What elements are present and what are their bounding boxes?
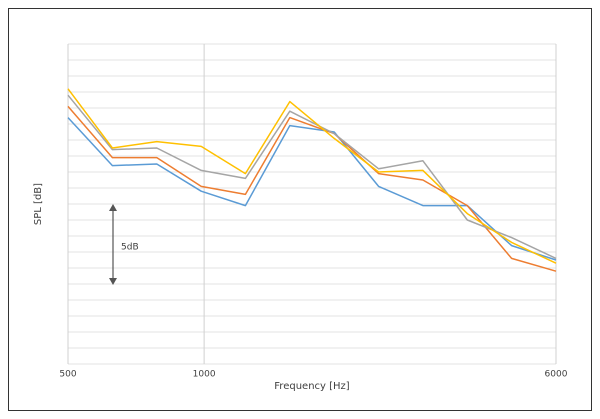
x-tick-label: 1000 <box>193 370 216 380</box>
series-line <box>67 117 557 261</box>
x-tick-label: 6000 <box>545 370 568 380</box>
series-line <box>67 105 557 272</box>
y-axis-title: SPL [dB] <box>33 183 44 225</box>
x-axis-title: Frequency [Hz] <box>274 381 350 392</box>
grid <box>67 43 557 365</box>
series-line <box>67 88 557 264</box>
series-line <box>67 94 557 260</box>
x-tick-label: 500 <box>59 370 76 380</box>
lines <box>67 88 557 272</box>
chart-frame <box>8 8 592 411</box>
annotation: 5dB <box>121 243 139 253</box>
